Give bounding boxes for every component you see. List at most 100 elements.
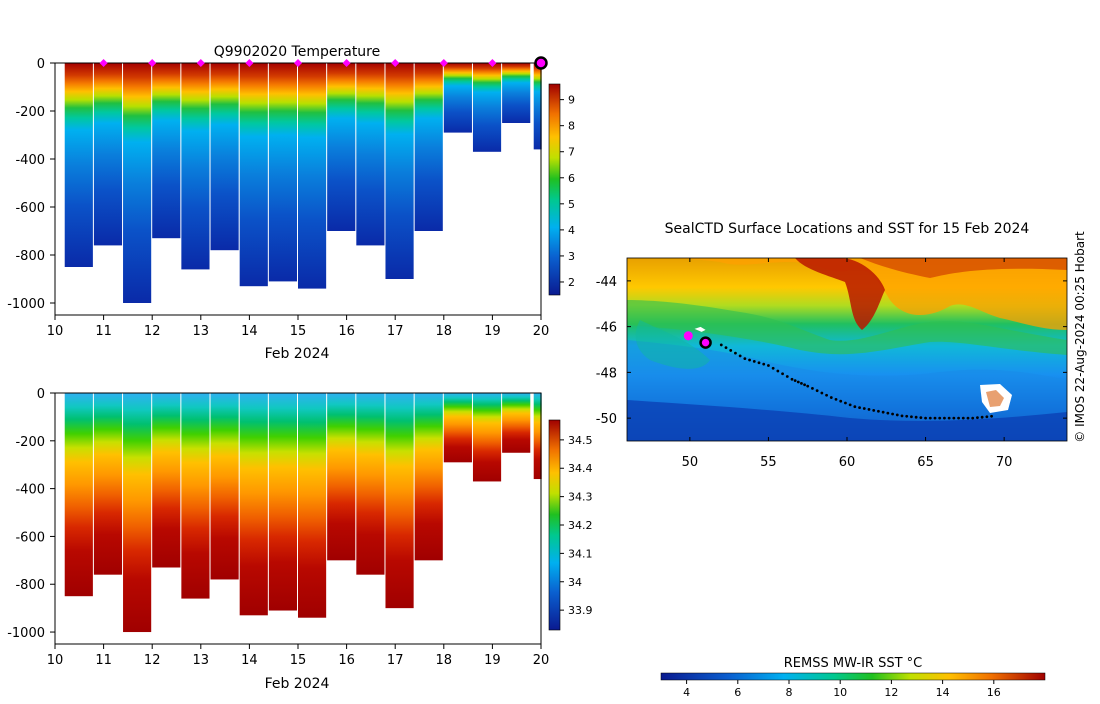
profile-column <box>210 63 239 251</box>
profile-column <box>472 393 502 482</box>
profile-column <box>239 393 268 616</box>
sst-colorbar <box>660 672 1046 681</box>
track-point <box>734 351 737 355</box>
x-tick-label: 16 <box>338 653 355 668</box>
map-x-tick-label: 50 <box>682 455 699 470</box>
colorbar-tick-label: 33.9 <box>568 604 593 617</box>
map-x-tick-label: 55 <box>760 455 777 470</box>
colorbar-tick-label: 3 <box>568 250 575 263</box>
colorbar-tick-label: 34.3 <box>568 491 593 504</box>
x-tick-label: 19 <box>484 653 501 668</box>
profile-column <box>93 393 123 575</box>
temperature-panel: Q9902020 Temperature 10 11 12 13 14 15 16 17 18 1… <box>7 44 575 362</box>
island-shape <box>694 326 706 332</box>
profile-column <box>533 393 542 480</box>
colorbar-tick-label: 34 <box>568 576 582 589</box>
profile-column <box>298 63 327 289</box>
track-point <box>757 361 761 365</box>
map-y-tick-label: -48 <box>596 366 617 381</box>
track-point <box>853 405 857 409</box>
credit-text: © IMOS 22-Aug-2024 00:25 Hobart <box>1073 231 1087 443</box>
track-point <box>966 416 970 420</box>
surface-marker <box>488 59 497 67</box>
track-point <box>914 415 918 419</box>
track-point <box>790 377 794 381</box>
profile-column <box>443 63 472 133</box>
profile-column <box>385 393 414 609</box>
profile-column <box>152 393 181 568</box>
profile-column <box>123 63 152 303</box>
track-point <box>858 406 861 410</box>
sst-colorbar-tick-label: 4 <box>683 686 690 699</box>
surface-location <box>683 331 693 341</box>
profile-column <box>385 63 414 279</box>
y-tick-label: -400 <box>15 483 45 498</box>
map-y-tick-label: -44 <box>596 275 617 290</box>
sst-colorbar-tick-label: 12 <box>884 686 898 699</box>
colorbar-tick-label: 34.2 <box>568 519 593 532</box>
seal-track <box>683 326 993 420</box>
map-axes: 50 55 60 65 70 -44 -46 -48 -50 <box>596 258 1067 470</box>
track-point <box>815 389 819 393</box>
track-point <box>776 369 780 373</box>
colorbar-tick-label: 34.1 <box>568 547 593 560</box>
y-tick-label: -800 <box>15 578 45 593</box>
x-tick-label: 15 <box>290 324 307 339</box>
track-point <box>862 407 866 410</box>
salinity-profiles <box>64 393 542 633</box>
track-point <box>796 380 800 384</box>
salinity-colorbar-ticks: 33.9 34 34.1 34.2 34.3 34.4 34.5 <box>560 434 593 617</box>
x-tick-label: 17 <box>387 324 404 339</box>
track-point <box>881 410 885 414</box>
track-point <box>820 391 824 395</box>
profile-column <box>327 63 356 231</box>
colorbar-tick-label: 9 <box>568 94 575 107</box>
sst-colorbar-tick-label: 10 <box>833 686 847 699</box>
track-point <box>752 359 756 363</box>
salinity-axes: 10 11 12 13 14 15 16 17 18 19 20 0 -200 -400 -600 -800 -… <box>7 387 549 668</box>
y-tick-label: -200 <box>15 105 45 120</box>
profile-column <box>298 393 327 618</box>
profile-column <box>502 393 531 453</box>
surface-marker <box>391 59 400 67</box>
current-marker <box>534 56 548 70</box>
x-tick-label: 10 <box>47 653 64 668</box>
track-point <box>829 396 833 399</box>
x-tick-label: 14 <box>241 324 258 339</box>
y-tick-label: -800 <box>15 249 45 264</box>
temperature-profiles <box>64 63 542 303</box>
track-point <box>924 416 927 420</box>
sst-colorbar-tick-label: 16 <box>987 686 1001 699</box>
salinity-xlabel: Feb 2024 <box>265 676 330 692</box>
profile-column <box>268 393 297 611</box>
track-point <box>961 416 965 420</box>
y-tick-label: -200 <box>15 435 45 450</box>
sst-colorbar-tick-label: 6 <box>734 686 741 699</box>
track-point <box>952 416 956 420</box>
track-point <box>990 414 993 418</box>
x-tick-label: 18 <box>436 653 453 668</box>
y-tick-label: 0 <box>37 387 45 402</box>
track-point <box>771 366 775 370</box>
track-point <box>729 349 733 352</box>
track-point <box>971 416 975 420</box>
track-point <box>957 416 960 420</box>
profile-column <box>181 393 210 599</box>
track-point <box>867 408 871 411</box>
x-tick-label: 12 <box>144 324 161 339</box>
y-tick-label: 0 <box>37 57 45 72</box>
colorbar-tick-label: 34.4 <box>568 462 593 475</box>
track-point <box>793 379 797 383</box>
colorbar-tick-label: 4 <box>568 224 575 237</box>
x-tick-label: 11 <box>95 324 112 339</box>
track-point <box>762 362 766 366</box>
temperature-axes: 10 11 12 13 14 15 16 17 18 19 20 0 -200 -400 -600 -800 -… <box>7 57 549 339</box>
x-tick-label: 13 <box>193 324 210 339</box>
current-position-marker <box>699 336 712 349</box>
track-point <box>785 375 789 378</box>
surface-marker <box>245 59 254 67</box>
profile-column <box>93 63 123 246</box>
salinity-colorbar <box>548 419 561 631</box>
surface-marker <box>294 59 302 67</box>
